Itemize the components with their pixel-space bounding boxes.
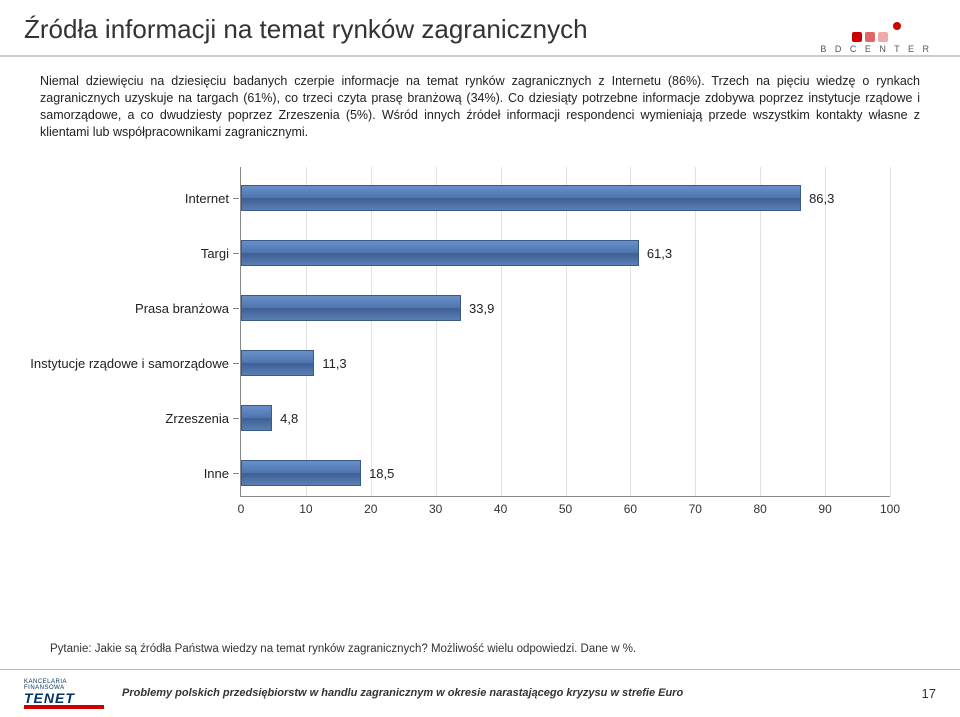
y-tick — [233, 308, 239, 309]
y-tick — [233, 253, 239, 254]
bar — [241, 405, 272, 431]
bar — [241, 350, 314, 376]
value-label: 33,9 — [469, 301, 494, 316]
category-label: Instytucje rządowe i samorządowe — [30, 356, 241, 371]
gridline — [501, 167, 502, 496]
x-tick-label: 90 — [818, 502, 831, 516]
value-label: 4,8 — [280, 411, 298, 426]
bar-row: Instytucje rządowe i samorządowe11,3 — [241, 348, 890, 378]
gridline — [566, 167, 567, 496]
footer-logo-name: TENET — [24, 691, 104, 709]
x-tick-label: 10 — [299, 502, 312, 516]
gridline — [630, 167, 631, 496]
page-number: 17 — [922, 686, 936, 701]
bar-row: Inne18,5 — [241, 458, 890, 488]
bar — [241, 240, 639, 266]
y-tick — [233, 473, 239, 474]
logo-mark — [820, 10, 932, 42]
bar — [241, 295, 461, 321]
y-tick — [233, 198, 239, 199]
page-title: Źródła informacji na temat rynków zagran… — [24, 14, 936, 45]
y-tick — [233, 418, 239, 419]
x-tick-label: 30 — [429, 502, 442, 516]
gridline — [825, 167, 826, 496]
logo-text: B D C E N T E R — [820, 44, 932, 54]
bar-row: Zrzeszenia4,8 — [241, 403, 890, 433]
value-label: 86,3 — [809, 191, 834, 206]
footer-text: Problemy polskich przedsiębiorstw w hand… — [104, 687, 922, 701]
gridline — [306, 167, 307, 496]
bar — [241, 185, 801, 211]
bar — [241, 460, 361, 486]
bar-row: Prasa branżowa33,9 — [241, 293, 890, 323]
gridline — [760, 167, 761, 496]
gridline — [695, 167, 696, 496]
x-tick-label: 50 — [559, 502, 572, 516]
x-tick-label: 0 — [238, 502, 245, 516]
y-tick — [233, 363, 239, 364]
x-tick-label: 70 — [689, 502, 702, 516]
bar-chart: 0 10 20 30 40 50 60 70 80 90 100 Internet86,3 Targi6… — [50, 167, 910, 537]
category-label: Zrzeszenia — [165, 411, 241, 426]
category-label: Prasa branżowa — [135, 301, 241, 316]
footer: KANCELARIA FINANSOWA TENET Problemy pols… — [0, 669, 960, 717]
brand-logo: B D C E N T E R — [820, 10, 932, 54]
plot-area: 0102030405060708090100Internet86,3Targi6… — [240, 167, 890, 497]
value-label: 61,3 — [647, 246, 672, 261]
value-label: 18,5 — [369, 466, 394, 481]
x-tick-label: 100 — [880, 502, 900, 516]
x-tick-label: 40 — [494, 502, 507, 516]
description-paragraph: Niemal dziewięciu na dziesięciu badanych… — [0, 57, 960, 149]
question-note: Pytanie: Jakie są źródła Państwa wiedzy … — [50, 643, 636, 655]
x-tick-label: 20 — [364, 502, 377, 516]
footer-logo: KANCELARIA FINANSOWA TENET — [24, 679, 104, 709]
bar-row: Targi61,3 — [241, 238, 890, 268]
header: Źródła informacji na temat rynków zagran… — [0, 0, 960, 57]
value-label: 11,3 — [322, 356, 346, 371]
bar-row: Internet86,3 — [241, 183, 890, 213]
x-tick-label: 60 — [624, 502, 637, 516]
gridline — [436, 167, 437, 496]
gridline — [890, 167, 891, 496]
gridline — [371, 167, 372, 496]
x-tick-label: 80 — [754, 502, 767, 516]
footer-logo-label: KANCELARIA FINANSOWA — [24, 679, 104, 691]
